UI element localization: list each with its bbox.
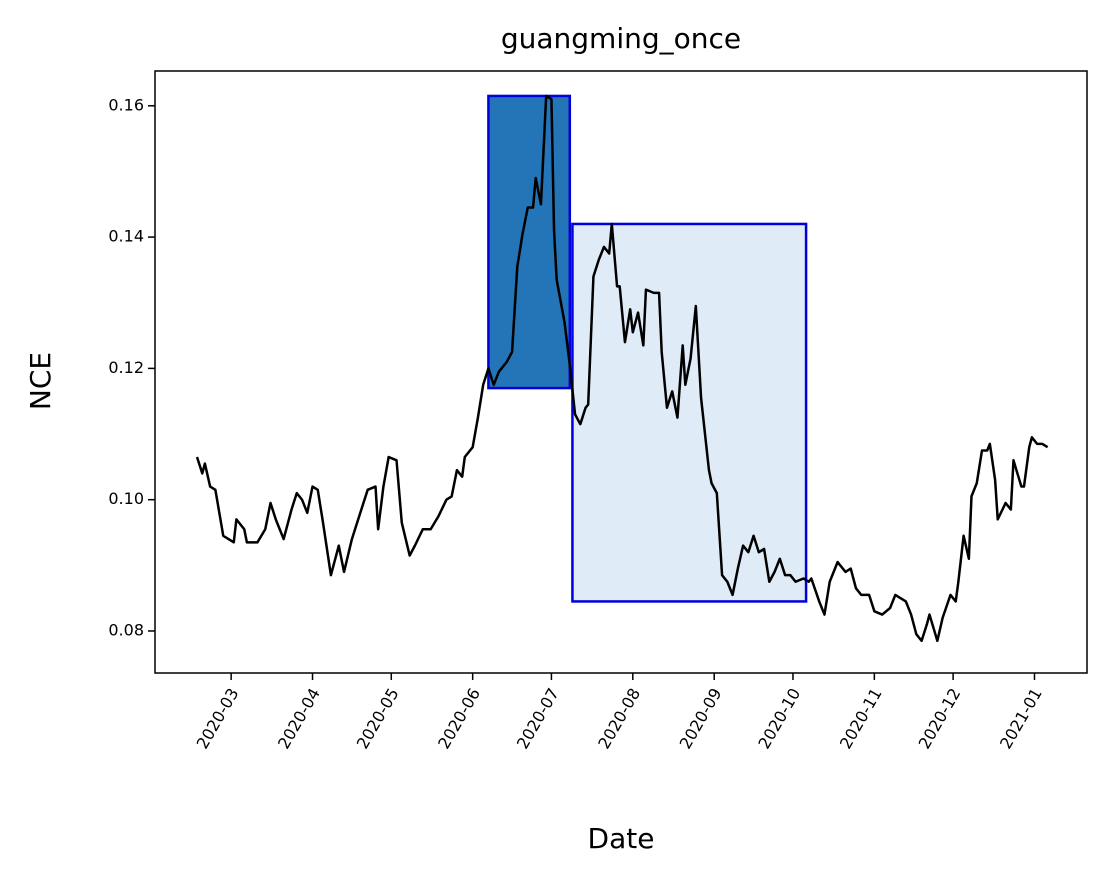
- plot-frame: [154, 70, 1088, 674]
- x-tick-label: 2020-06: [434, 685, 484, 752]
- y-tick-label: 0.12: [108, 358, 144, 377]
- y-tick-label: 0.14: [108, 227, 144, 246]
- x-tick-label: 2021-01: [996, 685, 1046, 752]
- y-tick-label: 0.10: [108, 489, 144, 508]
- x-tick-label: 2020-05: [353, 685, 403, 752]
- x-tick-label: 2020-07: [513, 685, 563, 752]
- highlight-region: [487, 94, 572, 390]
- chart-title: guangming_once: [501, 22, 741, 55]
- x-axis-label: Date: [588, 822, 655, 855]
- data-line: [195, 94, 1049, 643]
- x-tick-label: 2020-08: [594, 685, 644, 752]
- y-tick-label: 0.08: [108, 620, 144, 639]
- x-tick-label: 2020-10: [754, 685, 804, 752]
- x-tick-label: 2020-04: [274, 685, 324, 752]
- x-tick-label: 2020-12: [915, 685, 965, 752]
- x-tick-label: 2020-03: [193, 685, 243, 752]
- x-tick-label: 2020-09: [676, 685, 726, 752]
- y-axis-label: NCE: [24, 352, 57, 410]
- highlight-region: [571, 222, 808, 603]
- x-tick-label: 2020-11: [836, 685, 886, 752]
- y-tick-label: 0.16: [108, 95, 144, 114]
